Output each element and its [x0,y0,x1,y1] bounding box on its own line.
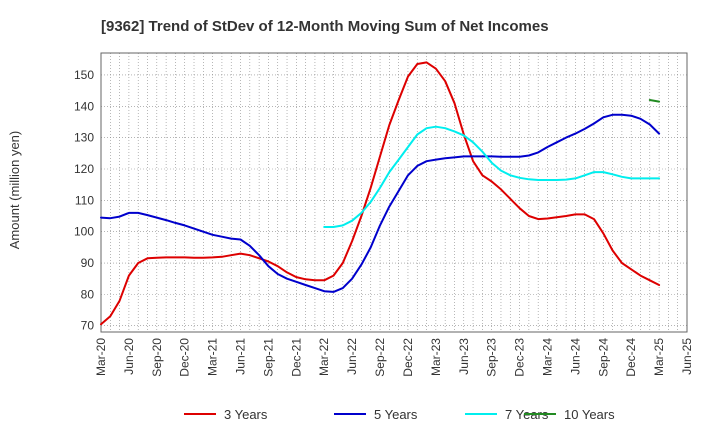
plot-area: 70 80 90 100 110 120 130 140 150 Mar-20 Jun-20 Sep-… [74,52,694,377]
y-tick-label: 120 [74,162,94,176]
y-tick-label: 130 [74,131,94,145]
x-tick-label: Dec-21 [289,338,303,377]
x-tick-label: Dec-20 [178,338,192,377]
y-tick-label: 80 [81,287,95,301]
x-tick-label: Jun-25 [680,338,694,375]
y-tick-label: 70 [81,319,95,333]
x-tick-label: Mar-23 [429,338,443,376]
x-tick-label: Jun-24 [568,338,582,375]
y-tick-label: 90 [81,256,95,270]
x-tick-label: Dec-23 [513,338,527,377]
y-axis-label: Amount (million yen) [7,131,22,250]
legend: 3 Years 5 Years 7 Years 10 Years [184,407,615,422]
legend-label: 10 Years [564,407,615,422]
x-tick-label: Sep-23 [485,338,499,377]
x-tick-label: Sep-22 [373,338,387,377]
y-tick-label: 150 [74,68,94,82]
legend-label: 3 Years [224,407,268,422]
x-tick-label: Mar-21 [206,338,220,376]
series-line-10-years [648,99,661,103]
x-tick-label: Sep-20 [150,338,164,377]
x-tick-label: Sep-21 [261,338,275,377]
plot-background [101,53,687,332]
series-line-5-years [100,113,661,293]
x-tick-label: Jun-21 [234,338,248,375]
legend-label: 5 Years [374,407,418,422]
x-tick-label: Mar-20 [94,338,108,376]
x-tick-label: Mar-22 [317,338,331,376]
chart-title: [9362] Trend of StDev of 12-Month Moving… [101,18,549,35]
x-tick-label: Jun-22 [345,338,359,375]
x-tick-label: Dec-22 [401,338,415,377]
y-tick-label: 140 [74,99,94,113]
y-tick-label: 100 [74,225,94,239]
x-tick-label: Mar-24 [540,338,554,376]
x-tick-label: Sep-24 [596,338,610,377]
x-tick-label: Mar-25 [652,338,666,376]
series-line-7-years [323,125,661,228]
series-line-3-years [100,61,661,326]
x-tick-label: Dec-24 [624,338,638,377]
x-tick-label: Jun-23 [457,338,471,375]
plot-frame [100,52,688,333]
x-tick-label: Jun-20 [122,338,136,375]
y-tick-label: 110 [75,193,94,207]
